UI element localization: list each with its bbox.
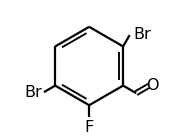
Text: F: F [85,120,94,135]
Text: O: O [146,78,159,93]
Text: Br: Br [133,27,151,42]
Text: Br: Br [25,85,43,100]
